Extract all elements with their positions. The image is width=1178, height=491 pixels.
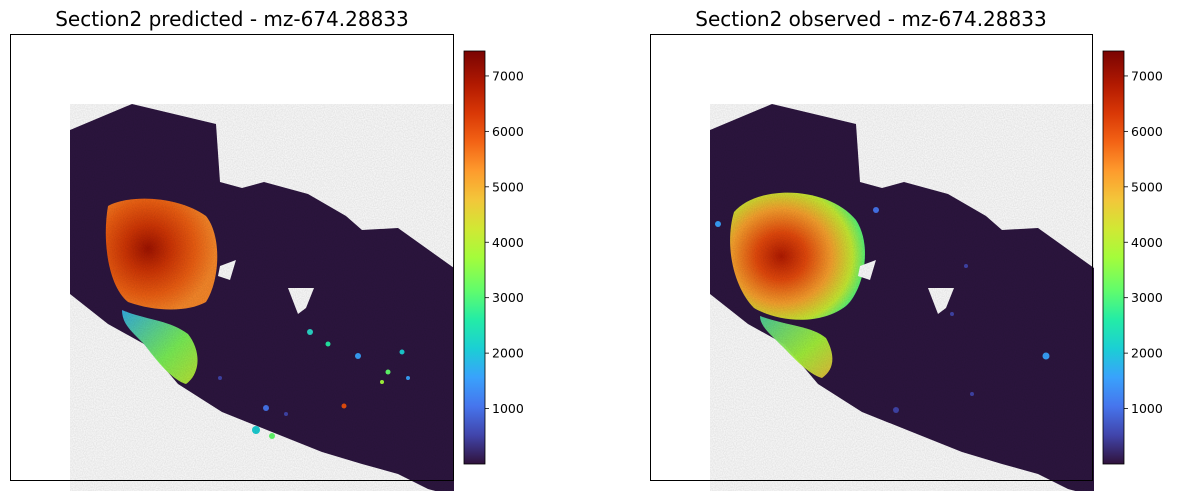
colorbar-tick-label: 6000	[492, 124, 524, 139]
chart-title-observed: Section2 observed - mz-674.28833	[695, 7, 1046, 31]
colorbar-tick-label: 6000	[1131, 124, 1163, 139]
colorbar-observed: 1000 2000 3000 4000 5000 6000 7000	[1102, 50, 1163, 465]
colorbar-tick-label: 1000	[1131, 401, 1163, 416]
heatmap-predicted	[10, 34, 454, 491]
colorbar-ticks-predicted: 1000 2000 3000 4000 5000 6000 7000	[485, 68, 524, 416]
chart-predicted: Section2 predicted - mz-674.28833	[10, 7, 524, 491]
colorbar-tick-label: 4000	[492, 235, 524, 250]
colorbar-tick-label: 5000	[492, 179, 524, 194]
colorbar-ticks-observed: 1000 2000 3000 4000 5000 6000 7000	[1124, 68, 1163, 416]
colorbar-tick-label: 2000	[1131, 346, 1163, 361]
colorbar-tick-label: 3000	[492, 290, 524, 305]
plot-frame	[10, 34, 454, 481]
chart-title-predicted: Section2 predicted - mz-674.28833	[55, 7, 409, 31]
colorbar-tick-label: 2000	[492, 346, 524, 361]
colorbar-tick-label: 3000	[1131, 290, 1163, 305]
colorbar-predicted: 1000 2000 3000 4000 5000 6000 7000	[463, 50, 524, 465]
chart-observed: Section2 observed - mz-674.28833 1000	[650, 7, 1163, 491]
heatmap-observed	[650, 34, 1094, 491]
colorbar-tick-label: 7000	[1131, 68, 1163, 83]
plot-frame	[650, 34, 1093, 481]
colorbar-tick-label: 4000	[1131, 235, 1163, 250]
colorbar-tick-label: 7000	[492, 68, 524, 83]
colorbar-tick-label: 1000	[492, 401, 524, 416]
colorbar-tick-label: 5000	[1131, 179, 1163, 194]
